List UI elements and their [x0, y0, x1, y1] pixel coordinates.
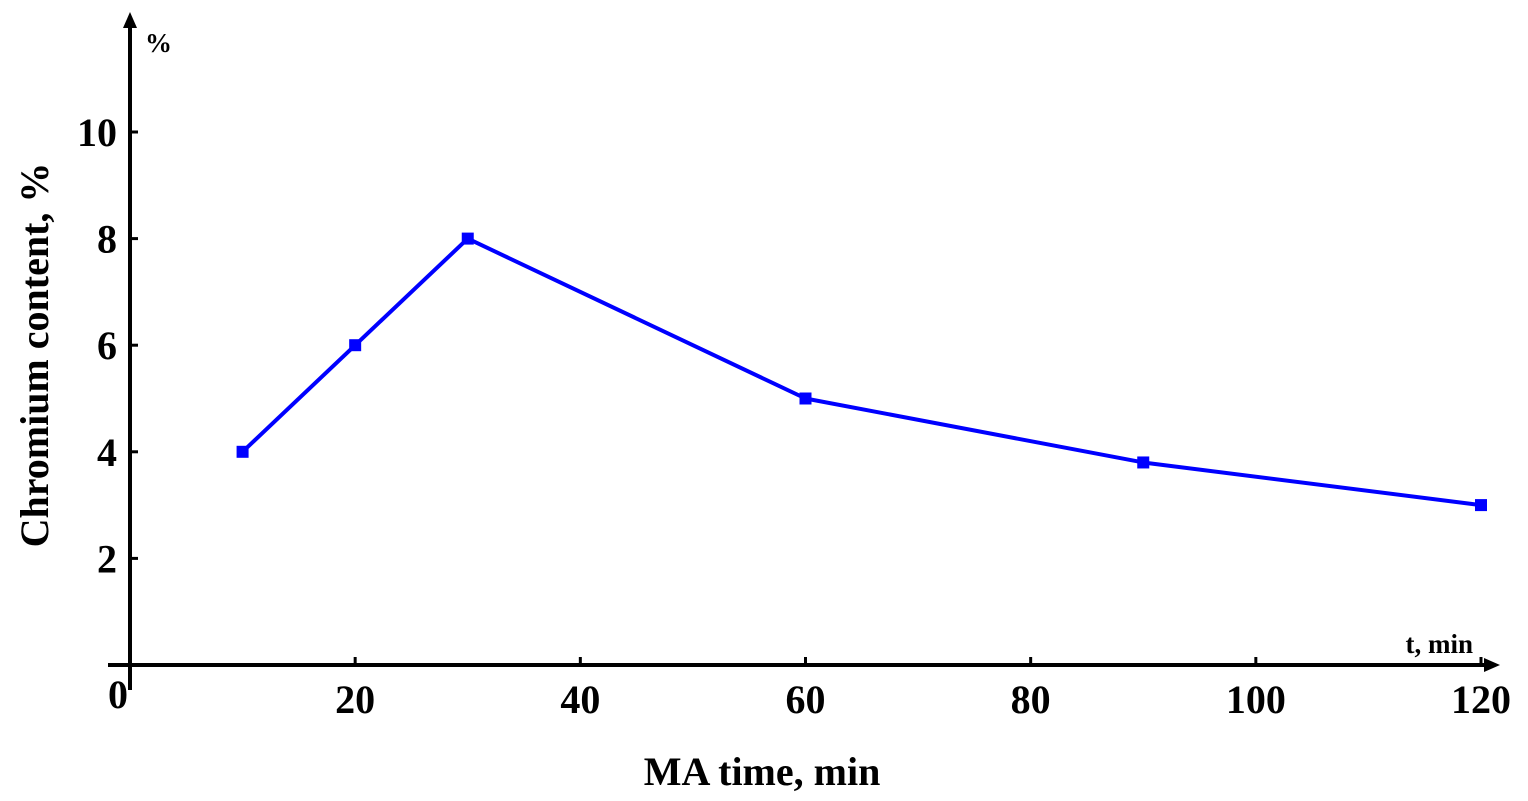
origin-label: 0 [108, 672, 128, 717]
data-point-marker [461, 232, 474, 245]
y-tick-label: 4 [97, 430, 117, 475]
data-point-marker [349, 339, 362, 352]
x-axis-title: MA time, min [644, 749, 881, 794]
data-point-marker [1475, 499, 1487, 512]
y-tick-label: 10 [77, 110, 117, 155]
x-tick-label: 40 [560, 677, 600, 722]
axes [108, 12, 1500, 690]
y-axis-arrowhead [123, 12, 137, 28]
x-tick-label: 20 [335, 677, 375, 722]
y-axis-unit-label: % [145, 28, 172, 58]
x-tick-label: 80 [1011, 677, 1051, 722]
data-point-marker [236, 445, 249, 458]
y-tick-label: 6 [97, 323, 117, 368]
x-tick-label: 100 [1226, 677, 1286, 722]
y-tick-label: 8 [97, 217, 117, 262]
x-axis-arrowhead [1484, 658, 1500, 672]
data-point-marker [799, 392, 812, 405]
series-line [241, 236, 1482, 508]
x-tick-label: 60 [786, 677, 826, 722]
y-tick-label: 2 [97, 536, 117, 581]
x-tick-label: 120 [1451, 677, 1511, 722]
y-axis-title: Chromium content, % [12, 163, 57, 548]
x-axis-unit-label: t, min [1406, 629, 1474, 659]
data-point-marker [1137, 456, 1150, 469]
